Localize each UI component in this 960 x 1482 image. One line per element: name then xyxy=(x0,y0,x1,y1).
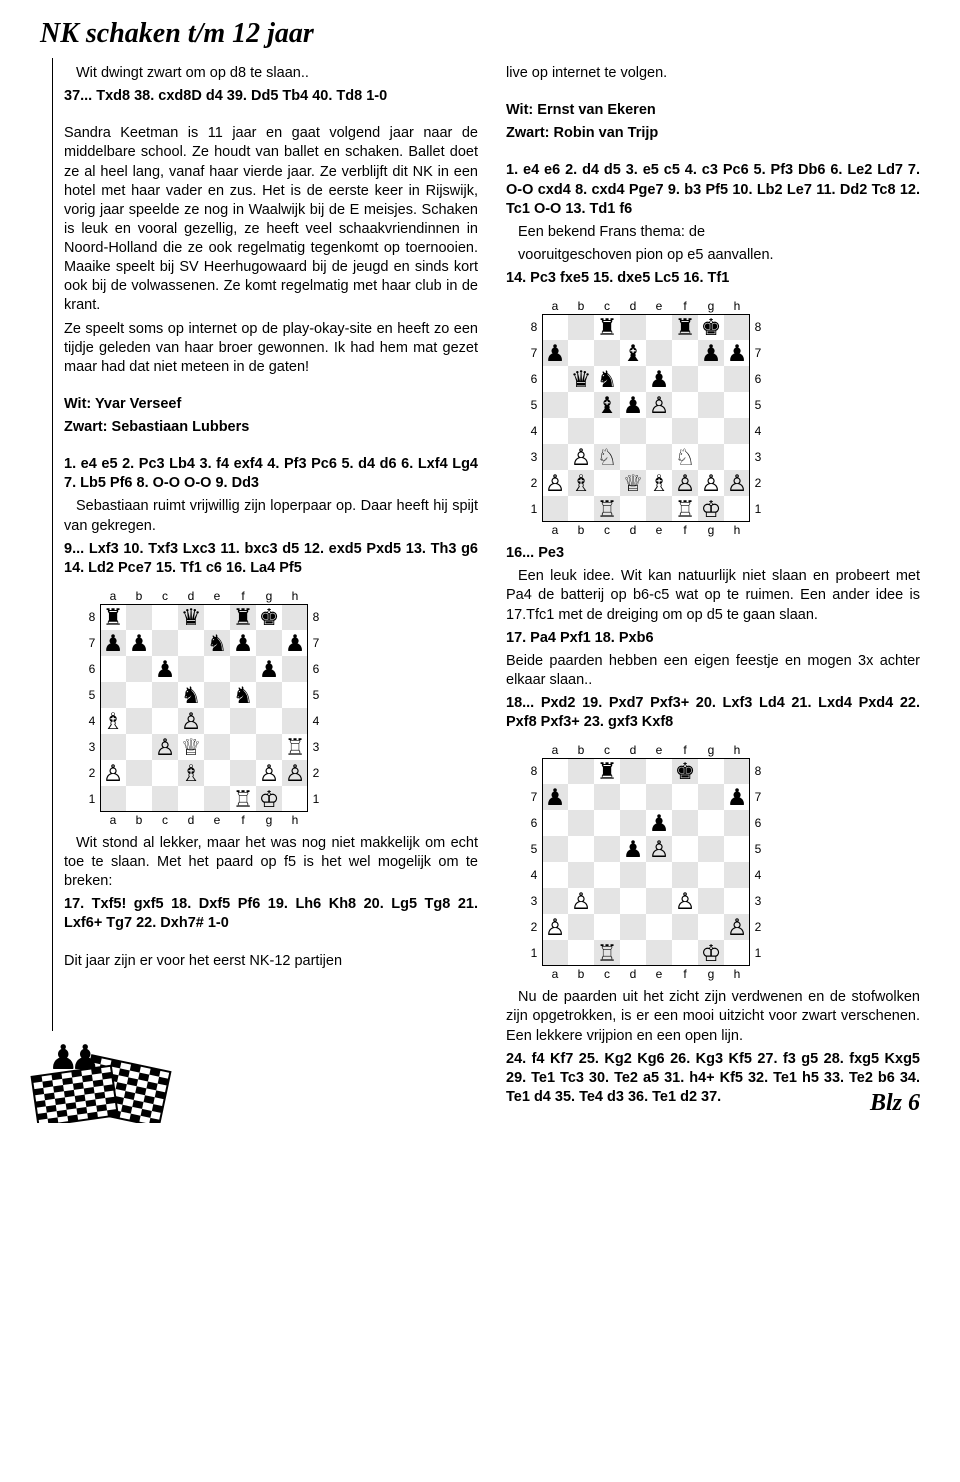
move-sequence: 18... Pxd2 19. Pxd7 Pxf3+ 20. Lxf3 Ld4 2… xyxy=(506,694,920,732)
chess-diagram-3: abcdefgh8♜♚87♟♟76♟65♟♙5443♙♙32♙♙21♖♔1abc… xyxy=(506,736,920,988)
text-continuation: Dit jaar zijn er voor het eerst NK-12 pa… xyxy=(64,952,478,971)
annotation: Een leuk idee. Wit kan natuurlijk niet s… xyxy=(506,567,920,624)
annotation: vooruitgeschoven pion op e5 aanvallen. xyxy=(506,246,920,265)
annotation: Wit stond al lekker, maar het was nog ni… xyxy=(64,834,478,891)
move-sequence: 1. e4 e6 2. d4 d5 3. e5 c5 4. c3 Pc6 5. … xyxy=(506,161,920,218)
two-column-body: Wit dwingt zwart om op d8 te slaan.. 37.… xyxy=(64,64,920,1111)
annotation: Sebastiaan ruimt vrijwillig zijn loperpa… xyxy=(64,497,478,535)
margin-rule xyxy=(52,58,53,1031)
annotation: Beide paarden hebben een eigen feestje e… xyxy=(506,652,920,690)
move-sequence: 9... Lxf3 10. Txf3 Lxc3 11. bxc3 d5 12. … xyxy=(64,540,478,578)
white-player: Wit: Yvar Verseef xyxy=(64,395,478,414)
chess-diagram-2: abcdefgh8♜♜♚87♟♝♟♟76♛♞♟65♝♟♙5443♙♘♘32♙♗♕… xyxy=(506,292,920,544)
move-sequence: 17. Txf5! gxf5 18. Dxf5 Pf6 19. Lh6 Kh8 … xyxy=(64,895,478,933)
move-sequence: 16... Pe3 xyxy=(506,544,920,563)
text-continuation: live op internet te volgen. xyxy=(506,64,920,83)
footer-logo: ♟ ♟ xyxy=(30,1033,180,1123)
text: Wit dwingt zwart om op d8 te slaan.. xyxy=(64,64,478,83)
annotation: Nu de paarden uit het zicht zijn verdwen… xyxy=(506,988,920,1045)
black-player: Zwart: Sebastiaan Lubbers xyxy=(64,418,478,437)
white-player: Wit: Ernst van Ekeren xyxy=(506,101,920,120)
move-sequence: 37... Txd8 38. cxd8D d4 39. Dd5 Tb4 40. … xyxy=(64,87,478,106)
svg-text:♟: ♟ xyxy=(70,1039,100,1077)
move-sequence: 17. Pa4 Pxf1 18. Pxb6 xyxy=(506,629,920,648)
bio-paragraph-2: Ze speelt soms op internet op de play-ok… xyxy=(64,320,478,377)
chess-diagram-1: abcdefgh8♜♛♜♚87♟♟♞♟♟76♟♟65♞♞54♗♙43♙♕♖32♙… xyxy=(64,582,478,834)
annotation: Een bekend Frans thema: de xyxy=(506,223,920,242)
page-number: Blz 6 xyxy=(870,1090,920,1117)
move-sequence: 14. Pc3 fxe5 15. dxe5 Lc5 16. Tf1 xyxy=(506,269,920,288)
move-sequence: 24. f4 Kf7 25. Kg2 Kg6 26. Kg3 Kf5 27. f… xyxy=(506,1050,920,1107)
move-sequence: 1. e4 e5 2. Pc3 Lb4 3. f4 exf4 4. Pf3 Pc… xyxy=(64,455,478,493)
black-player: Zwart: Robin van Trijp xyxy=(506,124,920,143)
left-column: Wit dwingt zwart om op d8 te slaan.. 37.… xyxy=(64,64,478,1111)
page-title: NK schaken t/m 12 jaar xyxy=(40,18,920,50)
bio-paragraph: Sandra Keetman is 11 jaar en gaat volgen… xyxy=(64,124,478,315)
right-column: live op internet te volgen. Wit: Ernst v… xyxy=(506,64,920,1111)
